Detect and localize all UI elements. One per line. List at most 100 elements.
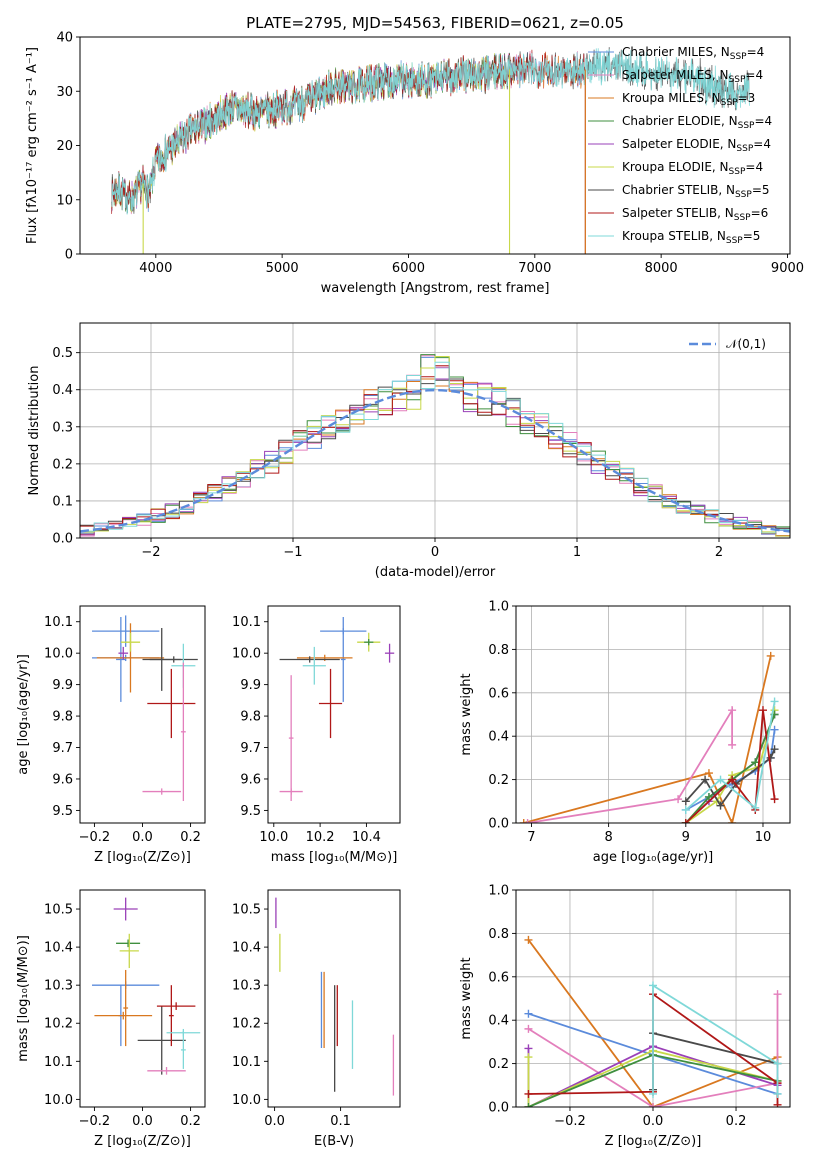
x-axis-label: Z [log₁₀(Z/Z⊙)] (94, 1134, 191, 1149)
plus-marker (751, 803, 760, 812)
axes-frame (267, 889, 401, 1108)
y-tick-label: 10.4 (232, 941, 261, 956)
plus-marker (524, 1053, 533, 1062)
plus-marker (701, 775, 710, 784)
legend-subscript: SSP (726, 236, 743, 246)
mass-weight-line (685, 701, 776, 811)
x-tick-label: 6000 (392, 261, 425, 276)
y-axis-label: Flux [fλ10⁻¹⁷ erg cm⁻² s⁻¹ A⁻¹] (25, 47, 40, 244)
y-tick-label: 0.8 (488, 643, 509, 658)
legend-equals: = (751, 206, 761, 220)
errorbar-point (288, 675, 294, 801)
x-tick-label: 8000 (645, 261, 678, 276)
axes-frame (267, 605, 401, 824)
y-tick-label: 0.2 (488, 1057, 509, 1072)
legend-entry: Chabrier MILES, NSSP=4 (622, 45, 764, 62)
legend-equals: = (743, 229, 753, 243)
x-tick-label: 0.0 (132, 1114, 153, 1129)
spectrum-line (111, 48, 750, 215)
plot-marks (80, 354, 790, 537)
panel-residuals: −2 −1 0 1 2 0.0 0.1 0.2 0.3 0.4 0.5 (data-model)/er… (27, 322, 791, 580)
x-tick-label: −2 (141, 545, 160, 560)
y-tick-label: 9.5 (240, 804, 261, 819)
plus-marker (773, 1089, 782, 1098)
errorbar-point (147, 668, 196, 739)
errorbar-point (113, 897, 138, 921)
panel-mass-vs-Z: −0.2 0.0 0.2 10.0 10.1 10.2 10.3 10.4 10.5 Z [log… (16, 889, 206, 1149)
plus-marker (773, 1059, 782, 1068)
legend-subscript: SSP (734, 213, 751, 223)
x-tick-label: 5000 (266, 261, 299, 276)
chart-title: PLATE=2795, MJD=54563, FIBERID=0621, z=0… (246, 14, 624, 32)
plus-marker (728, 740, 737, 749)
legend-series-name: Kroupa ELODIE, N (622, 160, 729, 174)
y-tick-label: 10.1 (232, 615, 261, 630)
plus-marker (773, 1100, 782, 1107)
errorbar-point (120, 632, 141, 652)
plus-marker (728, 819, 737, 823)
legend-series-name: Chabrier MILES, N (622, 45, 730, 59)
y-tick-label: 0.0 (488, 1101, 509, 1116)
legend-subscript: SSP (730, 52, 747, 62)
x-tick-label: 9000 (771, 261, 804, 276)
errorbar-point (180, 1030, 186, 1069)
errorbar-point (94, 1011, 153, 1020)
plus-marker (770, 745, 779, 754)
mass-weight-line (523, 655, 772, 823)
legend-equals: = (754, 114, 764, 128)
mass-weight-line (527, 939, 778, 1107)
x-tick-label: 4000 (139, 261, 172, 276)
x-tick-label: 0.2 (726, 1114, 747, 1129)
mass-weight-line (527, 706, 733, 823)
x-tick-label: 0.0 (643, 1114, 664, 1129)
errorbar-point (384, 643, 395, 663)
y-tick-label: 10.2 (44, 1017, 73, 1032)
legend-subscript: SSP (738, 121, 755, 131)
errorbar-point (149, 656, 198, 663)
y-tick-label: 1.0 (488, 884, 509, 899)
plus-marker (770, 725, 779, 734)
errorbar-point (123, 969, 129, 1047)
x-tick-label: 10.2 (306, 830, 335, 845)
x-axis-label: (data-model)/error (375, 565, 496, 580)
plus-marker (716, 775, 725, 784)
y-tick-label: 10.0 (232, 647, 261, 662)
y-tick-label: 0.0 (52, 532, 73, 547)
y-tick-label: 0.2 (52, 457, 73, 472)
plus-marker (674, 795, 683, 804)
plus-marker (681, 805, 690, 814)
y-axis-label: mass [log₁₀(M/M⊙)] (16, 935, 31, 1062)
legend-equals: = (747, 45, 757, 59)
plus-marker (770, 795, 779, 804)
plus-marker (728, 775, 737, 784)
legend-nssp: 4 (765, 114, 773, 128)
y-tick-label: 0.5 (52, 346, 73, 361)
legend-nssp: 4 (763, 137, 771, 151)
plus-marker (681, 797, 690, 806)
y-axis-label: age [log₁₀(age/yr)] (16, 654, 31, 775)
y-tick-label: 10.0 (44, 647, 73, 662)
x-tick-label: −0.2 (79, 830, 111, 845)
errorbar-point (116, 939, 141, 948)
x-tick-label: 1 (573, 545, 581, 560)
plus-marker (649, 1089, 657, 1098)
plot-marks (111, 47, 750, 254)
plus-marker (524, 1009, 533, 1018)
y-tick-label: 9.8 (240, 710, 261, 725)
legend-series-name: Kroupa STELIB, N (622, 229, 726, 243)
mass-weight-line (652, 983, 779, 1094)
plot-marks (92, 897, 201, 1075)
x-tick-label: 8 (604, 830, 612, 845)
y-tick-label: 9.8 (52, 710, 73, 725)
y-tick-label: 20 (56, 139, 73, 154)
plus-marker (766, 753, 775, 762)
normal-reference-curve (80, 388, 790, 533)
legend-entry: Salpeter MILES, NSSP=4 (622, 68, 763, 85)
histogram-step (80, 361, 790, 534)
y-tick-label: 10.1 (44, 615, 73, 630)
legend-entry: Chabrier STELIB, NSSP=5 (622, 183, 770, 200)
legend-subscript: SSP (721, 98, 738, 108)
y-tick-label: 10.0 (44, 1093, 73, 1108)
y-tick-label: 9.7 (240, 741, 261, 756)
plot-marks (275, 897, 395, 1096)
